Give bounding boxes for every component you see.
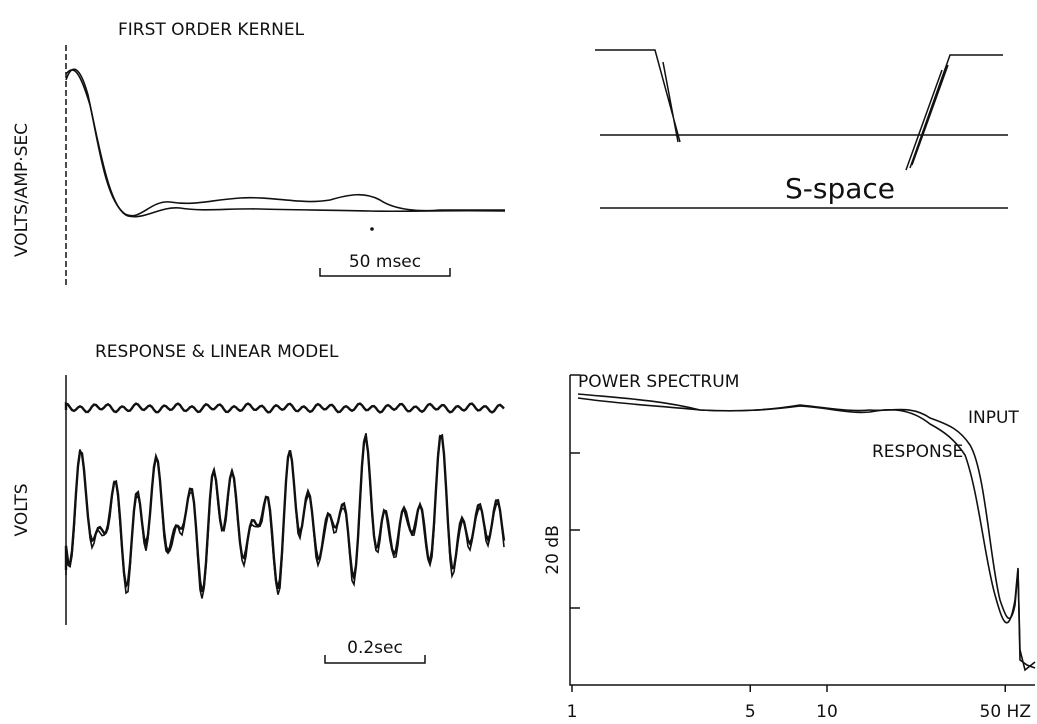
diagram-label: S-space: [785, 172, 895, 205]
input-curve: [577, 393, 1036, 672]
s-space-panel: S-space: [595, 49, 1008, 209]
response-curve: [577, 397, 1036, 669]
x-tick-label: 1: [567, 702, 578, 722]
model-trace: [65, 433, 505, 599]
x-tick-label: 50 HZ: [980, 702, 1031, 722]
dot: [370, 227, 374, 231]
panel-title: POWER SPECTRUM: [578, 372, 739, 392]
x-tick-label: 5: [745, 702, 756, 722]
panel-title: RESPONSE & LINEAR MODEL: [95, 342, 339, 362]
x-tick-label: 10: [816, 702, 838, 722]
spectrum-panel: POWER SPECTRUM 20 dB INPUT RESPONSE 1 5 10…: [543, 372, 1036, 722]
scale-bar: [324, 655, 426, 664]
series-label: RESPONSE: [872, 442, 963, 462]
kernel-curve: [65, 69, 506, 218]
scale-bar-label: 50 msec: [349, 252, 421, 272]
model-trace: [64, 401, 505, 414]
y-axis-label: VOLTS: [12, 483, 32, 536]
scale-bar: [319, 268, 451, 277]
kernel-curve: [65, 68, 505, 217]
diagram-lines: [595, 49, 1008, 209]
panel-title: FIRST ORDER KERNEL: [118, 20, 305, 40]
kernel-panel: FIRST ORDER KERNEL VOLTS/AMP·SEC 50 msec: [12, 20, 506, 285]
y-axis-label: VOLTS/AMP·SEC: [12, 123, 32, 257]
response-panel: RESPONSE & LINEAR MODEL VOLTS 0.2sec: [12, 342, 506, 664]
scale-bar-label: 0.2sec: [347, 638, 403, 658]
y-scale-label: 20 dB: [543, 525, 563, 575]
axes: [569, 374, 1035, 686]
series-label: INPUT: [968, 408, 1019, 428]
